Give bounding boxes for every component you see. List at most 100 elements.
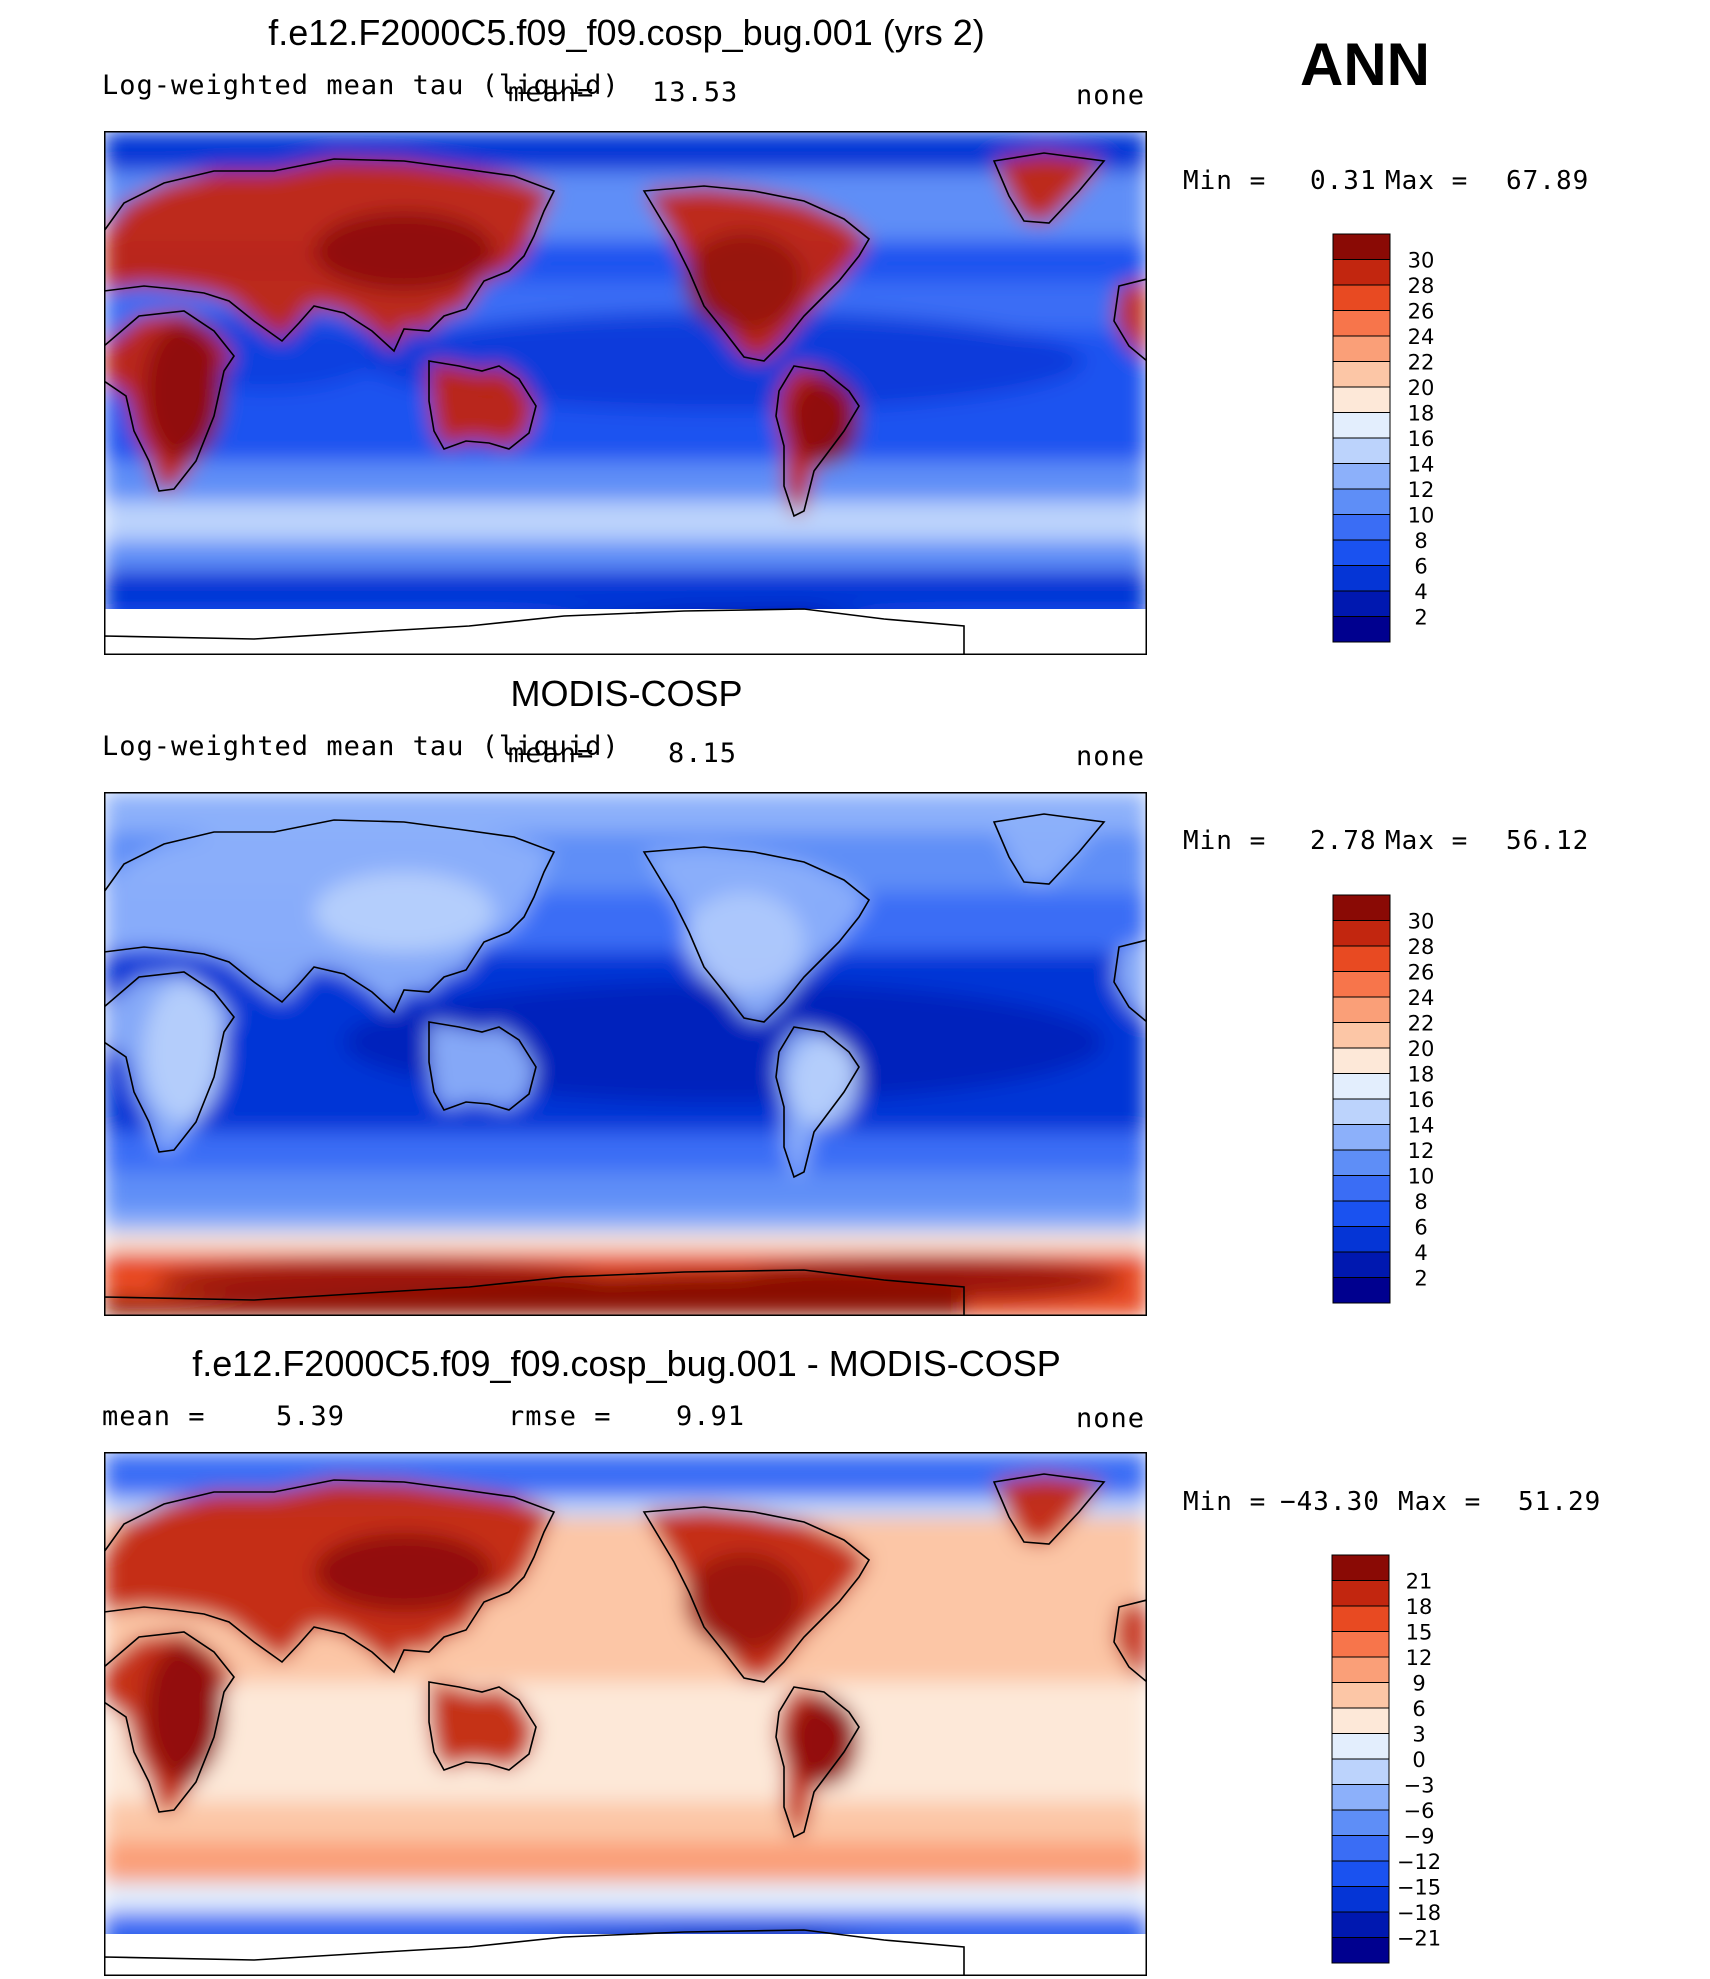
- colorbar-1-swatch-8: [1332, 437, 1391, 464]
- colorbar-3-swatch-11: [1331, 1682, 1390, 1709]
- colorbar-3-swatch-14: [1331, 1605, 1390, 1632]
- colorbar-2-tick-label: 18: [1408, 1063, 1435, 1087]
- colorbar-2-swatch-13: [1332, 971, 1391, 998]
- colorbar-1-tick-label: 26: [1408, 300, 1435, 324]
- colorbar-2-tick-label: 22: [1408, 1012, 1435, 1036]
- colorbar-2-swatch-1: [1332, 1277, 1391, 1304]
- colorbar-1-tick-label: 12: [1408, 478, 1435, 502]
- colorbar-2-swatch-14: [1332, 945, 1391, 972]
- colorbar-1-swatch-1: [1332, 616, 1391, 643]
- panel-3-max-label: Max =: [1398, 1487, 1482, 1517]
- colorbar-3-tick-label: −18: [1397, 1901, 1441, 1925]
- colorbar-1-tick-label: 10: [1408, 504, 1435, 528]
- colorbar-3-swatch-4: [1331, 1860, 1390, 1887]
- colorbar-1-swatch-6: [1332, 488, 1391, 515]
- colorbar-1-swatch-3: [1332, 565, 1391, 592]
- colorbar-1-swatch-14: [1332, 284, 1391, 311]
- colorbar-2-tick-label: 26: [1408, 961, 1435, 985]
- panel-2-variable-label: Log-weighted mean tau (liquid): [102, 731, 620, 762]
- panel-1-mean-label: mean=: [508, 77, 595, 108]
- colorbar-2-tick-label: 14: [1408, 1114, 1435, 1138]
- colorbar-1-tick-label: 22: [1408, 351, 1435, 375]
- colorbar-2-tick-label: 20: [1408, 1037, 1435, 1061]
- colorbar-1-tick-label: 18: [1408, 402, 1435, 426]
- colorbar-2-swatch-8: [1332, 1098, 1391, 1125]
- panel-3-mean-label: mean =: [102, 1401, 206, 1432]
- colorbar-2-tick-label: 24: [1408, 986, 1435, 1010]
- panel-3-rmse-label: rmse =: [508, 1401, 612, 1432]
- panel-1-min-label: Min =: [1183, 166, 1267, 196]
- colorbar-2-tick-label: 16: [1408, 1088, 1435, 1112]
- colorbar-2-tick-label: 30: [1408, 910, 1435, 934]
- colorbar-1-tick-label: 28: [1408, 274, 1435, 298]
- season-label: ANN: [1300, 31, 1430, 98]
- panel-1-variable-label: Log-weighted mean tau (liquid): [102, 70, 620, 101]
- panel-2-min-label: Min =: [1183, 826, 1267, 856]
- colorbar-3-swatch-6: [1331, 1809, 1390, 1836]
- colorbar-3-tick-label: 15: [1406, 1621, 1433, 1645]
- colorbar-3-tick-label: 3: [1412, 1723, 1425, 1747]
- colorbar-2-tick-label: 10: [1408, 1165, 1435, 1189]
- colorbar-3-swatch-2: [1331, 1911, 1390, 1938]
- panel-3-rmse-value: 9.91: [676, 1401, 746, 1432]
- panel-2-units: none: [1076, 741, 1146, 772]
- colorbar-2-swatch-12: [1332, 996, 1391, 1023]
- colorbar-1-swatch-13: [1332, 310, 1391, 337]
- colorbar-3-tick-label: 21: [1406, 1570, 1433, 1594]
- colorbar-1-tick-label: 30: [1408, 249, 1435, 273]
- colorbar-2-swatch-3: [1332, 1226, 1391, 1253]
- panel-2-min-value: 2.78: [1310, 826, 1377, 856]
- colorbar-1-swatch-11: [1332, 361, 1391, 388]
- colorbar-1-swatch-7: [1332, 463, 1391, 490]
- colorbar-3-tick-label: −9: [1404, 1825, 1435, 1849]
- panel-1-max-label: Max =: [1385, 166, 1469, 196]
- colorbar-1-swatch-2: [1332, 590, 1391, 617]
- colorbar-3-swatch-8: [1331, 1758, 1390, 1785]
- colorbar-3-tick-label: 12: [1406, 1646, 1433, 1670]
- colorbar-1-swatch-9: [1332, 412, 1391, 439]
- panel-1-mean-value: 13.53: [652, 77, 739, 108]
- colorbar-2-swatch-11: [1332, 1022, 1391, 1049]
- panel-2-mean-value: 8.15: [668, 738, 738, 769]
- colorbar-2-tick-label: 12: [1408, 1139, 1435, 1163]
- colorbar-1-swatch-16: [1332, 233, 1391, 260]
- colorbar-1-swatch-15: [1332, 259, 1391, 286]
- colorbar-3-tick-label: 9: [1412, 1672, 1425, 1696]
- colorbar-1-swatch-12: [1332, 335, 1391, 362]
- colorbar-2-swatch-9: [1332, 1073, 1391, 1100]
- panel-2-map: [104, 792, 1147, 1316]
- colorbar-3-tick-label: −3: [1404, 1774, 1435, 1798]
- colorbar-1-tick-label: 4: [1414, 580, 1427, 604]
- colorbar-3-swatch-10: [1331, 1707, 1390, 1734]
- colorbar-2-tick-label: 28: [1408, 935, 1435, 959]
- panel-2-max-value: 56.12: [1506, 826, 1590, 856]
- colorbar-3-swatch-5: [1331, 1835, 1390, 1862]
- colorbar-3-tick-label: −21: [1397, 1927, 1441, 1951]
- colorbar-1-tick-label: 6: [1414, 555, 1427, 579]
- panel-3-title: f.e12.F2000C5.f09_f09.cosp_bug.001 - MOD…: [192, 1343, 1061, 1384]
- panel-1-min-value: 0.31: [1310, 166, 1377, 196]
- colorbar-3-swatch-3: [1331, 1886, 1390, 1913]
- colorbar-2-tick-label: 6: [1414, 1216, 1427, 1240]
- panel-1-max-value: 67.89: [1506, 166, 1590, 196]
- colorbar-3-swatch-1: [1331, 1937, 1390, 1964]
- panel-3-max-value: 51.29: [1518, 1487, 1602, 1517]
- colorbar-1-tick-label: 20: [1408, 376, 1435, 400]
- colorbar-2-swatch-4: [1332, 1200, 1391, 1227]
- colorbar-1-tick-label: 24: [1408, 325, 1435, 349]
- colorbar-2-tick-label: 8: [1414, 1190, 1427, 1214]
- panel-2-mean-label: mean=: [508, 738, 595, 769]
- colorbar-1-tick-label: 8: [1414, 529, 1427, 553]
- panel-3-map: [104, 1452, 1147, 1976]
- panel-1-map: [104, 131, 1147, 655]
- colorbar-1-tick-label: 2: [1414, 606, 1427, 630]
- colorbar-2-tick-label: 2: [1414, 1267, 1427, 1291]
- colorbar-3-swatch-7: [1331, 1784, 1390, 1811]
- colorbar-3-swatch-13: [1331, 1631, 1390, 1658]
- colorbar-2-swatch-7: [1332, 1124, 1391, 1151]
- colorbar-1-swatch-10: [1332, 386, 1391, 413]
- panel-1-units: none: [1076, 80, 1146, 111]
